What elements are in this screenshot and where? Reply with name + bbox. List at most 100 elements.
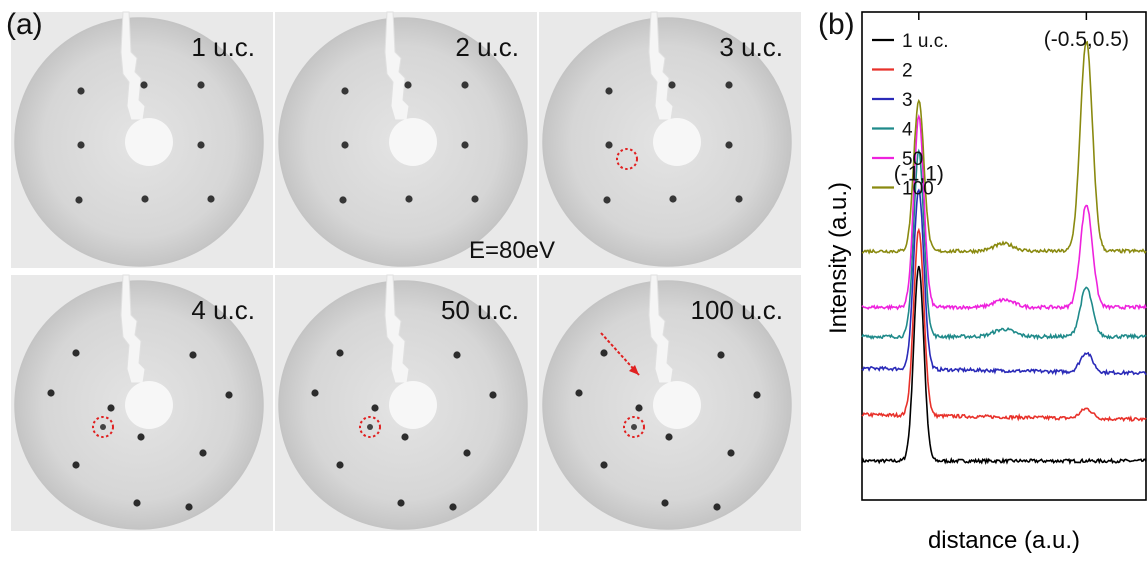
diffraction-spot — [603, 196, 611, 204]
diffraction-spot — [717, 351, 725, 359]
diffraction-spot — [471, 195, 479, 203]
series-line-1 — [861, 265, 1147, 466]
panel-a-label: (a) — [6, 8, 43, 41]
thickness-caption: 1 u.c. — [191, 32, 255, 62]
thickness-caption: 3 u.c. — [719, 32, 783, 62]
leed-image-5: 50 u.c. — [275, 274, 537, 531]
diffraction-spot — [668, 81, 676, 89]
diffraction-spot — [197, 141, 205, 149]
diffraction-spot — [461, 141, 469, 149]
plot-frame — [861, 11, 1147, 501]
diffraction-spot — [397, 499, 405, 507]
diffraction-spot — [336, 349, 344, 357]
diffraction-spot — [405, 195, 413, 203]
diffraction-spot — [336, 461, 344, 469]
diffraction-spot — [404, 81, 412, 89]
thickness-caption: 2 u.c. — [455, 32, 519, 62]
sample-holder-disc — [653, 118, 701, 166]
diffraction-spot — [185, 503, 193, 511]
diffraction-spot — [725, 81, 733, 89]
diffraction-spot — [107, 404, 115, 412]
legend-label: 4 — [902, 120, 913, 141]
sample-holder-disc — [389, 118, 437, 166]
sample-holder-stem — [648, 274, 674, 384]
legend-label: 3 — [902, 90, 913, 111]
diffraction-spot — [77, 141, 85, 149]
series-line-6 — [861, 40, 1147, 255]
thickness-caption: 100 u.c. — [690, 295, 783, 325]
x-axis-label: distance (a.u.) — [928, 527, 1080, 554]
leed-panel: 1 u.c. 2 u.c. 3 u.c. 4 u.c. 50 u.c. 100 u.c. E… — [11, 11, 801, 531]
diffraction-spot — [75, 196, 83, 204]
sample-holder-stem — [120, 274, 146, 384]
diffraction-spot — [133, 499, 141, 507]
diffraction-spot — [753, 391, 761, 399]
diffraction-spot — [311, 389, 319, 397]
diffraction-spot — [207, 195, 215, 203]
legend-label: 100 — [902, 179, 934, 200]
diffraction-spot — [197, 81, 205, 89]
diffraction-spot — [600, 349, 608, 357]
diffraction-spot — [453, 351, 461, 359]
series-line-3 — [861, 188, 1147, 377]
diffraction-spot — [47, 389, 55, 397]
diffraction-spot — [605, 87, 613, 95]
panel-b-label: (b) — [818, 8, 855, 41]
leed-image-3: 3 u.c. — [539, 11, 801, 268]
diffraction-spot — [489, 391, 497, 399]
peak-annotation-1: (-1,1) — [894, 162, 944, 185]
leed-image-6: 100 u.c. — [539, 274, 801, 531]
diffraction-spot — [141, 195, 149, 203]
arrow-head — [629, 365, 639, 375]
marked-spot-circle — [616, 148, 638, 170]
legend-label: 50 — [902, 149, 923, 170]
diffraction-spot — [140, 81, 148, 89]
diffraction-spot — [341, 87, 349, 95]
thickness-caption: 4 u.c. — [191, 295, 255, 325]
diffraction-spot — [727, 449, 735, 457]
sample-holder-disc — [125, 118, 173, 166]
legend-label: 2 — [902, 61, 913, 82]
diffraction-spot — [463, 449, 471, 457]
diffraction-spot — [635, 404, 643, 412]
sample-holder-disc — [389, 381, 437, 429]
thickness-caption: 50 u.c. — [441, 295, 519, 325]
peak-annotation-2: (-0.5,0.5) — [1044, 28, 1129, 51]
diffraction-spot — [449, 503, 457, 511]
sample-holder-disc — [125, 381, 173, 429]
diffraction-spot — [713, 503, 721, 511]
y-axis-label: Intensity (a.u.) — [825, 182, 852, 334]
diffraction-spot — [605, 141, 613, 149]
series-line-2 — [861, 227, 1147, 423]
marked-spot-circle — [623, 416, 645, 438]
half-order-spot — [631, 424, 637, 430]
diffraction-spot — [77, 87, 85, 95]
diffraction-spot — [735, 195, 743, 203]
series-line-5 — [861, 114, 1147, 311]
marked-spot-circle — [359, 416, 381, 438]
diffraction-spot — [189, 351, 197, 359]
half-order-spot — [367, 424, 373, 430]
energy-label: E=80eV — [469, 237, 555, 264]
diffraction-spot — [669, 195, 677, 203]
diffraction-spot — [339, 196, 347, 204]
diffraction-spot — [461, 81, 469, 89]
diffraction-spot — [401, 433, 409, 441]
leed-image-4: 4 u.c. — [11, 274, 273, 531]
diffraction-spot — [137, 433, 145, 441]
legend-label: 1 u.c. — [902, 31, 948, 52]
diffraction-spot — [600, 461, 608, 469]
leed-image-1: 1 u.c. — [11, 11, 273, 268]
diffraction-spot — [72, 461, 80, 469]
series-line-4 — [861, 148, 1147, 341]
marked-spot-circle — [92, 416, 114, 438]
sample-holder-stem — [384, 11, 410, 121]
diffraction-spot — [725, 141, 733, 149]
sample-holder-stem — [120, 11, 146, 121]
diffraction-spot — [371, 404, 379, 412]
diffraction-spot — [665, 433, 673, 441]
leed-image-2: 2 u.c. — [275, 11, 537, 268]
half-order-spot — [100, 424, 106, 430]
diffraction-spot — [199, 449, 207, 457]
